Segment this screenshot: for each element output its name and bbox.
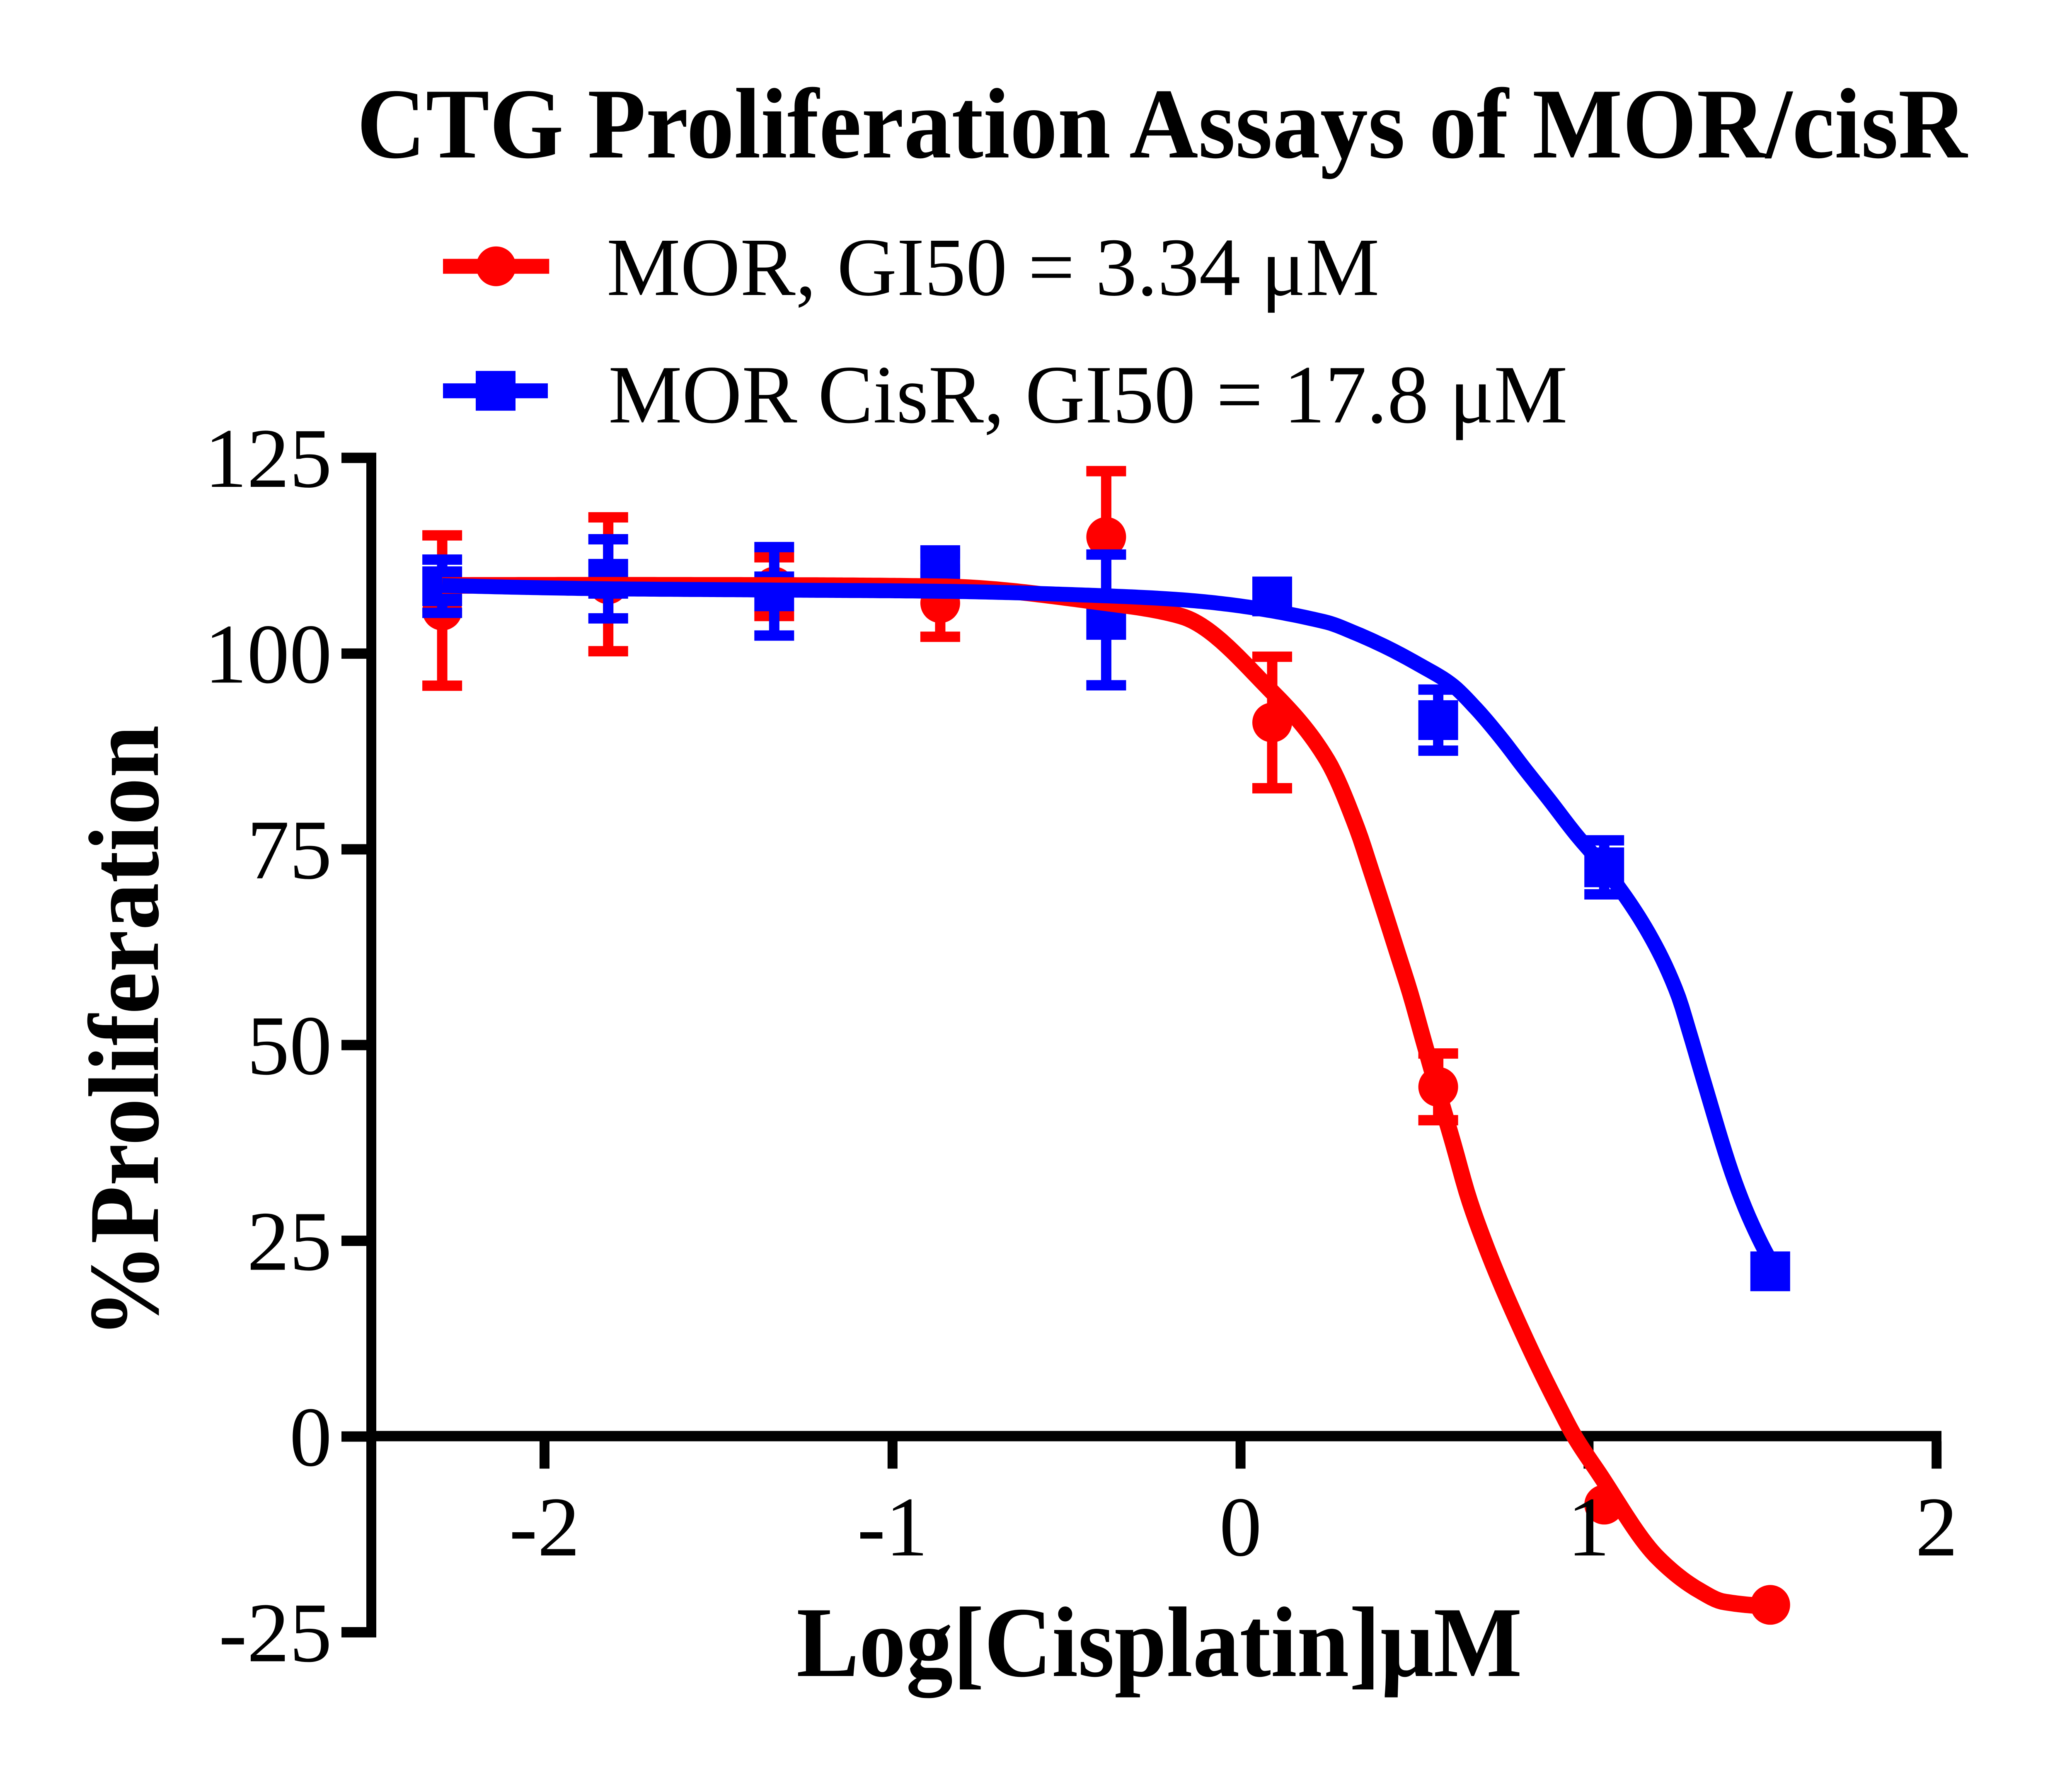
svg-text:100: 100 (205, 607, 332, 701)
svg-text:0: 0 (1219, 1480, 1262, 1574)
svg-text:-25: -25 (219, 1586, 332, 1680)
svg-text:2: 2 (1915, 1480, 1958, 1574)
svg-text:-1: -1 (857, 1480, 928, 1574)
svg-text:1: 1 (1567, 1480, 1610, 1574)
svg-text:CTG Proliferation Assays of MO: CTG Proliferation Assays of MOR/cisR (357, 68, 1968, 179)
svg-text:-2: -2 (509, 1480, 580, 1574)
svg-text:125: 125 (205, 411, 332, 505)
svg-text:50: 50 (247, 999, 332, 1093)
svg-text:75: 75 (247, 803, 332, 897)
svg-text:%Proliferation: %Proliferation (69, 725, 180, 1338)
svg-text:25: 25 (247, 1195, 332, 1289)
svg-text:MOR CisR, GI50 = 17.8 μM: MOR CisR, GI50 = 17.8 μM (608, 349, 1568, 441)
svg-text:0: 0 (290, 1390, 332, 1484)
svg-text:MOR, GI50 = 3.34 μM: MOR, GI50 = 3.34 μM (607, 222, 1380, 313)
svg-text:Log[Cisplatin]μM: Log[Cisplatin]μM (796, 1587, 1522, 1698)
